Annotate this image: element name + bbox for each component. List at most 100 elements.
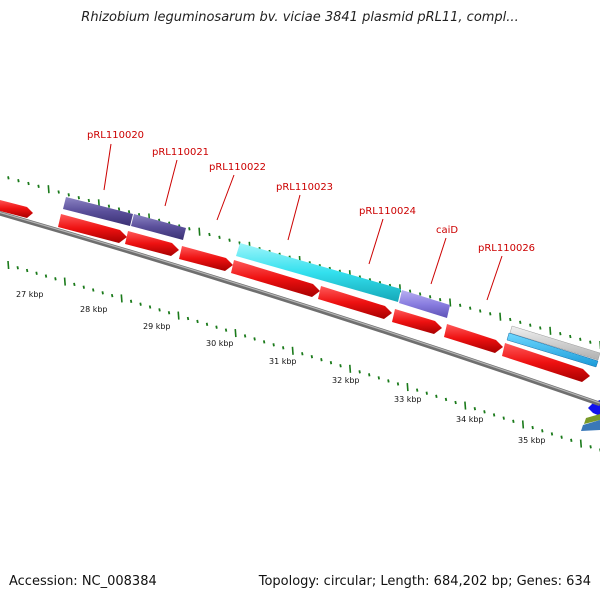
steel-feature[interactable]: [581, 420, 600, 431]
minor-tick: [425, 391, 428, 395]
minor-tick: [67, 193, 70, 197]
minor-tick: [435, 394, 438, 398]
leader-line: [368, 218, 384, 265]
leader-line: [430, 237, 447, 285]
feature-track: [0, 197, 600, 431]
minor-tick: [127, 210, 131, 214]
minor-tick: [469, 306, 472, 310]
cds-feature[interactable]: [58, 214, 127, 243]
leader-line: [164, 159, 178, 207]
accession-text: Accession: NC_008384: [9, 574, 157, 589]
cds-feature[interactable]: [125, 231, 179, 256]
minor-tick: [329, 361, 333, 365]
minor-tick: [243, 334, 247, 338]
minor-tick: [117, 207, 121, 211]
gene-label[interactable]: pRL110021: [152, 147, 209, 158]
gene-label[interactable]: pRL110022: [209, 162, 266, 173]
minor-tick: [282, 346, 285, 350]
cds-feature[interactable]: [231, 260, 320, 297]
minor-tick: [37, 184, 40, 189]
minor-tick: [550, 432, 554, 436]
major-tick: [499, 312, 502, 321]
major-tick: [234, 328, 237, 338]
blue-feature[interactable]: [506, 332, 599, 368]
leader-line: [287, 194, 301, 241]
minor-tick: [77, 195, 80, 200]
scale-label: 29 kbp: [143, 322, 171, 331]
minor-tick: [196, 319, 199, 324]
outer-tick-ring: [7, 176, 600, 350]
minor-tick: [148, 305, 152, 309]
feature-pRL110020[interactable]: [63, 197, 133, 226]
minor-tick: [541, 429, 544, 433]
minor-tick: [110, 293, 114, 298]
feature-pRL110021[interactable]: [131, 214, 186, 240]
cds-feature[interactable]: [502, 343, 590, 382]
major-tick: [406, 382, 409, 392]
gene-label[interactable]: pRL110024: [359, 206, 416, 217]
minor-tick: [167, 311, 171, 315]
minor-tick: [438, 297, 442, 302]
minor-tick: [57, 190, 60, 194]
minor-tick: [129, 299, 133, 303]
feature-pRL110023[interactable]: [236, 243, 401, 302]
minor-tick: [589, 445, 592, 449]
leader-line: [486, 255, 503, 301]
major-tick: [63, 277, 66, 286]
major-tick: [521, 420, 525, 429]
scale-label: 35 kbp: [518, 436, 546, 445]
minor-tick: [358, 370, 361, 374]
label-leaders: [103, 143, 503, 301]
feature-caiD[interactable]: [399, 290, 450, 318]
minor-tick: [27, 181, 30, 186]
minor-tick: [73, 282, 76, 287]
minor-tick: [301, 352, 304, 356]
leader-line: [103, 143, 112, 191]
gene-label[interactable]: pRL110023: [276, 182, 333, 193]
minor-tick: [158, 308, 161, 312]
minor-tick: [489, 312, 492, 316]
olive-feature[interactable]: [584, 414, 600, 424]
gene-label[interactable]: caiD: [436, 225, 458, 236]
minor-tick: [25, 268, 29, 273]
cds-feature[interactable]: [179, 246, 233, 271]
inner-tick-ring: [7, 260, 600, 452]
cds-feature[interactable]: [444, 324, 503, 353]
minor-tick: [228, 238, 231, 242]
scale-label: 32 kbp: [332, 376, 360, 385]
minor-tick: [218, 235, 221, 240]
grey-feature[interactable]: [509, 325, 600, 361]
minor-tick: [262, 340, 266, 344]
major-tick: [198, 227, 201, 236]
minor-tick: [224, 328, 228, 332]
scale-label: 31 kbp: [269, 357, 297, 366]
gene-label[interactable]: pRL110026: [478, 243, 535, 254]
minor-tick: [444, 397, 448, 402]
minor-tick: [579, 337, 582, 342]
minor-tick: [205, 322, 209, 326]
cds-feature[interactable]: [392, 309, 442, 334]
minor-tick: [479, 309, 482, 313]
minor-tick: [139, 302, 142, 306]
minor-tick: [54, 277, 57, 281]
minor-tick: [560, 435, 563, 439]
minor-tick: [107, 204, 111, 208]
major-tick: [348, 364, 352, 373]
cds-feature[interactable]: [318, 286, 392, 319]
minor-tick: [215, 325, 218, 329]
gene-labels: pRL110020 pRL110021 pRL110022 pRL110023 …: [87, 130, 535, 254]
map-title: Rhizobium leguminosarum bv. viciae 3841 …: [81, 10, 519, 25]
minor-tick: [418, 292, 422, 296]
scale-label: 27 kbp: [16, 290, 44, 299]
minor-tick: [7, 176, 10, 180]
minor-tick: [87, 198, 91, 203]
major-tick: [47, 185, 50, 194]
minor-tick: [16, 266, 19, 270]
gene-label[interactable]: pRL110020: [87, 130, 144, 141]
major-tick: [579, 439, 583, 448]
cds-feature[interactable]: [0, 199, 33, 218]
minor-tick: [512, 419, 515, 423]
major-tick: [549, 326, 552, 335]
